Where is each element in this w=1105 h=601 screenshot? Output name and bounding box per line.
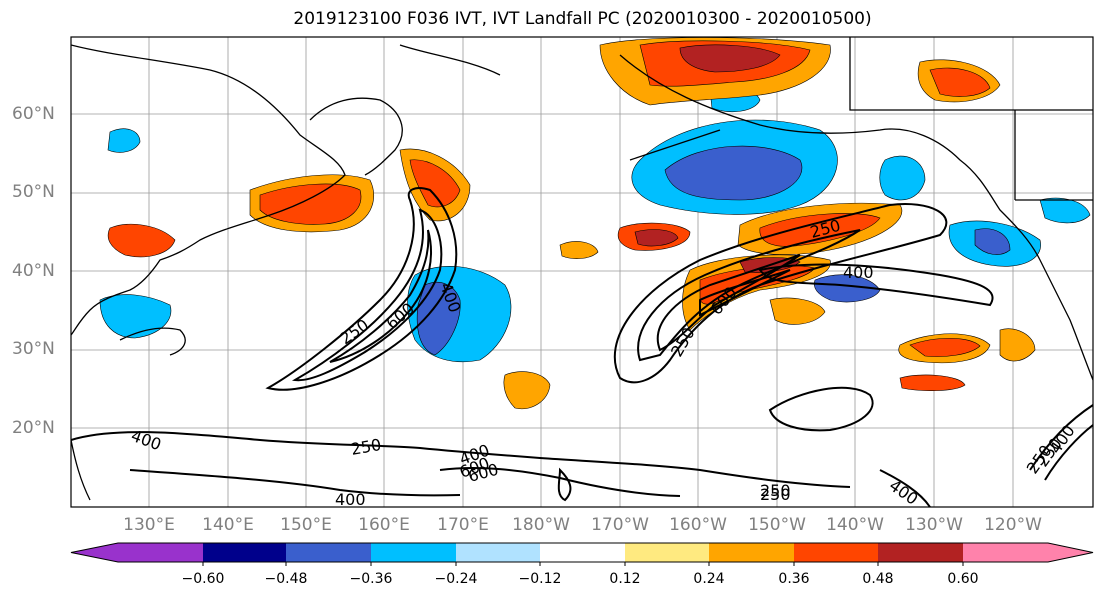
- lon-label-130w: 130°W: [905, 515, 963, 535]
- gridlines: [71, 37, 1093, 507]
- coastlines: [71, 37, 1093, 501]
- lon-label-180w: 180°W: [512, 515, 570, 535]
- colorbar-segment: [118, 543, 203, 562]
- colorbar: [70, 542, 1094, 566]
- lon-label-170w: 170°W: [591, 515, 649, 535]
- lon-label-160w: 160°W: [669, 515, 727, 535]
- lat-label-60n: 60°N: [12, 104, 55, 124]
- lon-label-170e: 170°E: [437, 515, 489, 535]
- colorbar-segment: [456, 543, 540, 562]
- lon-label-140w: 140°W: [826, 515, 884, 535]
- colorbar-segment: [963, 543, 1048, 562]
- colorbar-tick-label: 0.12: [609, 571, 641, 587]
- lon-label-160e: 160°E: [358, 515, 410, 535]
- lat-label-20n: 20°N: [12, 418, 55, 438]
- lon-label-130e: 130°E: [123, 515, 175, 535]
- colorbar-tick-label: 0.36: [778, 571, 810, 587]
- colorbar-tick-label: −0.60: [181, 571, 225, 587]
- colorbar-segment: [794, 543, 878, 562]
- colorbar-segment: [540, 543, 625, 562]
- colorbar-tick-label: −0.24: [434, 571, 478, 587]
- colorbar-segment: [709, 543, 794, 562]
- contour-label: 250: [760, 485, 791, 504]
- colorbar-extend-max: [1048, 543, 1093, 562]
- colorbar-segment: [878, 543, 963, 562]
- colorbar-tick-label: −0.12: [518, 571, 562, 587]
- contour-label: 400: [335, 490, 366, 509]
- positive-anomaly-regions: [107, 37, 1036, 410]
- colorbar-tick-label: −0.48: [264, 571, 308, 587]
- lat-label-50n: 50°N: [12, 182, 55, 202]
- lon-label-150w: 150°W: [748, 515, 806, 535]
- lat-label-30n: 30°N: [12, 339, 55, 359]
- lon-label-150e: 150°E: [280, 515, 332, 535]
- colorbar-tick-label: 0.48: [862, 571, 894, 587]
- negative-anomaly-regions: [99, 86, 1091, 363]
- lat-label-40n: 40°N: [12, 261, 55, 281]
- colorbar-segment: [371, 543, 456, 562]
- colorbar-segment: [286, 543, 371, 562]
- contour-label: 250: [760, 481, 791, 500]
- contour-label: 400: [843, 263, 874, 282]
- map-title: 2019123100 F036 IVT, IVT Landfall PC (20…: [293, 9, 872, 29]
- colorbar-extend-min: [71, 543, 118, 562]
- ivt-contours: [71, 187, 1093, 507]
- lon-label-140e: 140°E: [202, 515, 254, 535]
- colorbar-outline: [70, 542, 1094, 563]
- lon-label-120w: 120°W: [984, 515, 1042, 535]
- map-area: 400 250 600 250 400 600 250 400 600 250 …: [71, 37, 1093, 509]
- colorbar-tick-label: 0.24: [693, 571, 725, 587]
- colorbar-segment: [203, 543, 286, 562]
- colorbar-segment: [625, 543, 709, 562]
- map-frame: [70, 36, 1094, 508]
- colorbar-tick-label: −0.36: [349, 571, 393, 587]
- colorbar-tick-label: 0.60: [947, 571, 979, 587]
